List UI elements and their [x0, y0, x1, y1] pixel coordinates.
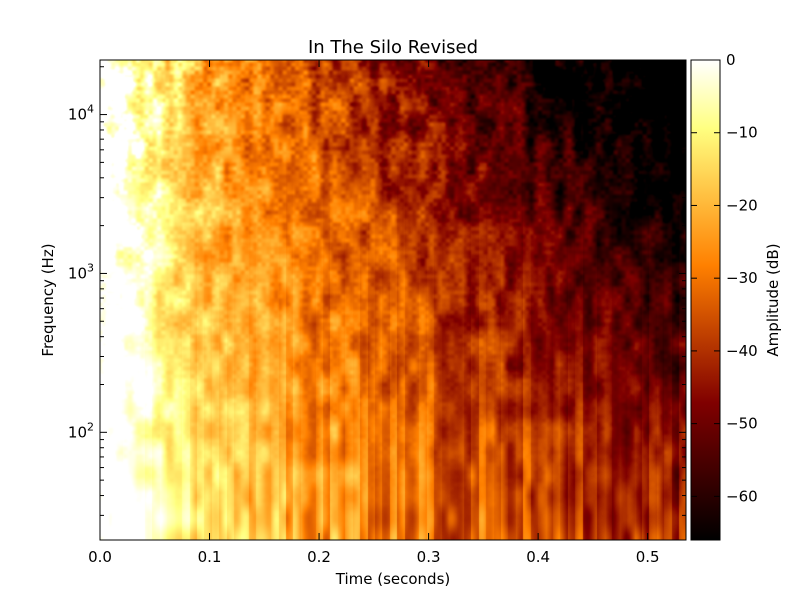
- spectrogram-image: [100, 60, 686, 540]
- colorbar-tick-label: −30: [726, 269, 758, 287]
- y-tick-label: 103: [68, 261, 94, 282]
- x-axis-label: Time (seconds): [335, 570, 451, 588]
- x-tick-label: 0.1: [198, 548, 222, 566]
- colorbar-tick-label: −40: [726, 342, 758, 360]
- x-tick-label: 0.5: [636, 548, 660, 566]
- plot-area: [99, 59, 687, 541]
- colorbar-tick-label: 0: [726, 51, 736, 69]
- x-tick-label: 0.0: [88, 548, 112, 566]
- colorbar: 0 −10 −20 −30 −40 −50 −60 Amplitude (dB): [690, 51, 782, 541]
- colorbar-label: Amplitude (dB): [764, 243, 782, 356]
- colorbar-tick-label: −10: [726, 124, 758, 142]
- y-tick-label: 102: [68, 420, 94, 441]
- y-axis-label: Frequency (Hz): [39, 243, 57, 356]
- colorbar-tick-label: −50: [726, 415, 758, 433]
- y-axis: 102 103 104: [68, 66, 686, 516]
- colorbar-tick-label: −20: [726, 196, 758, 214]
- plot-frame: [99, 59, 687, 541]
- x-tick-label: 0.3: [417, 548, 441, 566]
- x-tick-label: 0.4: [526, 548, 550, 566]
- colorbar-tick-label: −60: [726, 487, 758, 505]
- colorbar-ticks: 0 −10 −20 −30 −40 −50 −60: [691, 51, 758, 505]
- colorbar-gradient: [690, 59, 721, 541]
- x-tick-label: 0.2: [307, 548, 331, 566]
- y-tick-label: 104: [68, 103, 94, 124]
- x-axis: 0.0 0.1 0.2 0.3 0.4 0.5: [88, 60, 660, 566]
- chart-title: In The Silo Revised: [308, 37, 478, 58]
